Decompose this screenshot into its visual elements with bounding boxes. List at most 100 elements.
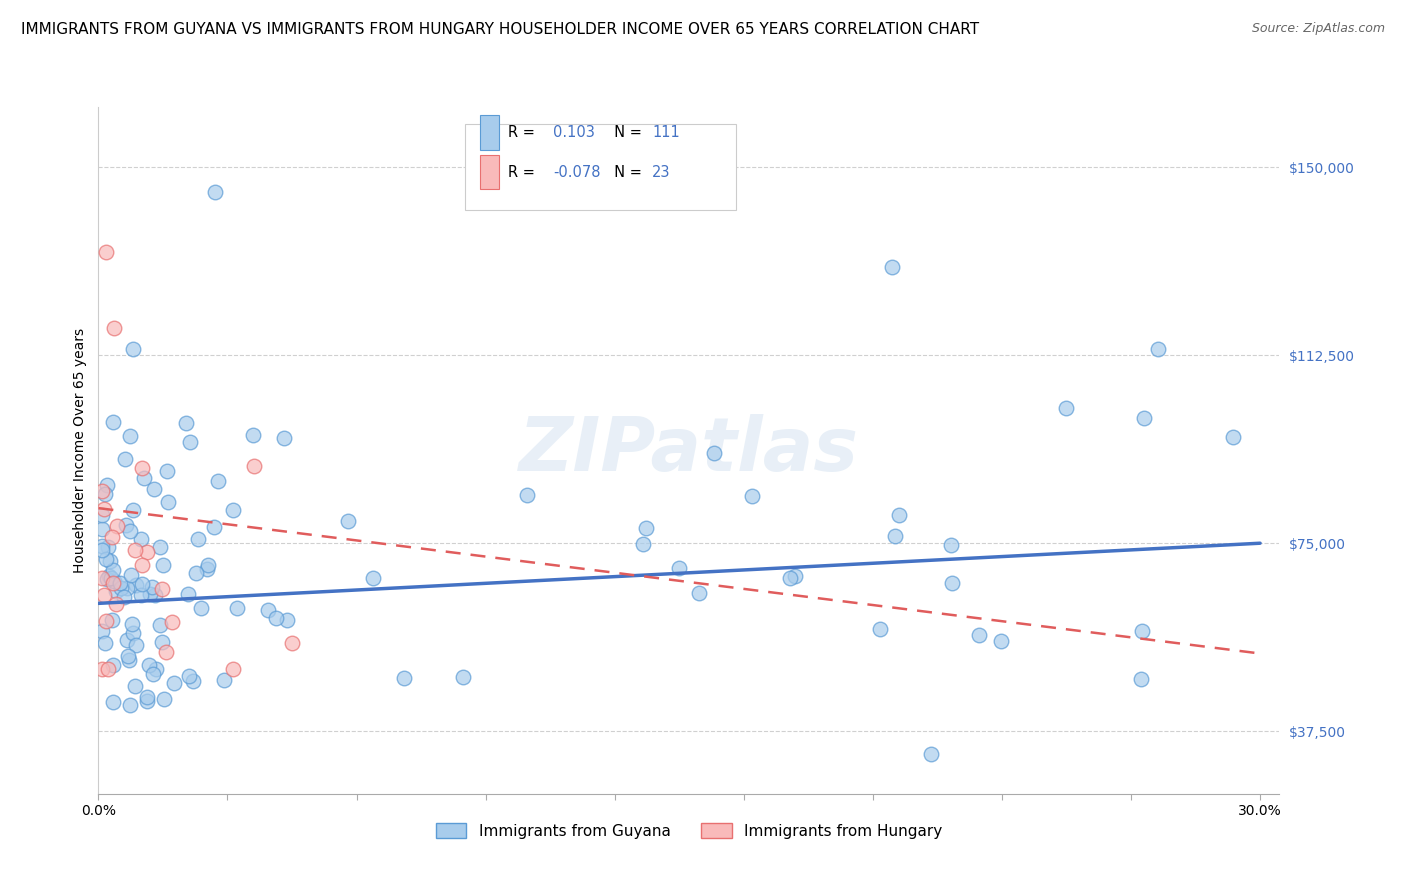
- Point: [1147, 342, 1170, 356]
- Point: [122, 503, 145, 517]
- Point: [131, 558, 153, 572]
- Point: [139, 587, 162, 601]
- Point: [98, 569, 121, 583]
- Point: [91, 571, 114, 585]
- Point: [150, 635, 173, 649]
- Point: [105, 597, 128, 611]
- Point: [149, 618, 172, 632]
- Point: [160, 615, 183, 629]
- Text: ZIPatlas: ZIPatlas: [519, 414, 859, 487]
- Point: [882, 260, 904, 275]
- Point: [103, 320, 125, 334]
- Y-axis label: Householder Income Over 65 years: Householder Income Over 65 years: [73, 328, 87, 573]
- Point: [190, 601, 212, 615]
- Point: [155, 645, 177, 659]
- Point: [96, 572, 118, 586]
- Point: [204, 186, 226, 200]
- Point: [101, 563, 124, 577]
- Point: [94, 636, 117, 650]
- Point: [741, 489, 763, 503]
- Point: [276, 613, 298, 627]
- Point: [122, 342, 145, 356]
- Point: [103, 574, 125, 589]
- Point: [97, 540, 120, 554]
- Text: 111: 111: [652, 125, 681, 140]
- Point: [100, 571, 122, 585]
- Point: [195, 561, 218, 575]
- Point: [451, 670, 474, 684]
- Point: [134, 471, 156, 485]
- Text: R =: R =: [508, 125, 540, 140]
- Point: [96, 477, 118, 491]
- Point: [887, 508, 910, 523]
- Point: [120, 568, 142, 582]
- Point: [153, 692, 176, 706]
- Point: [634, 520, 657, 534]
- Point: [883, 529, 905, 543]
- Point: [221, 661, 243, 675]
- Point: [141, 580, 163, 594]
- Point: [177, 668, 200, 682]
- Point: [118, 653, 141, 667]
- Point: [939, 538, 962, 552]
- Point: [1133, 410, 1156, 425]
- Point: [91, 539, 114, 553]
- Legend: Immigrants from Guyana, Immigrants from Hungary: Immigrants from Guyana, Immigrants from …: [430, 816, 948, 845]
- Point: [1056, 401, 1078, 415]
- Point: [96, 245, 118, 260]
- Point: [156, 494, 179, 508]
- Point: [990, 633, 1012, 648]
- Point: [1129, 672, 1152, 686]
- Point: [94, 487, 117, 501]
- Point: [94, 552, 117, 566]
- Point: [121, 617, 143, 632]
- Point: [783, 569, 806, 583]
- Point: [197, 558, 219, 572]
- Point: [91, 523, 114, 537]
- FancyBboxPatch shape: [479, 155, 499, 189]
- Point: [91, 542, 114, 557]
- Point: [101, 530, 124, 544]
- Point: [124, 679, 146, 693]
- Point: [118, 524, 141, 538]
- Point: [108, 575, 131, 590]
- Point: [96, 661, 118, 675]
- Point: [117, 648, 139, 663]
- Point: [281, 636, 304, 650]
- Point: [202, 520, 225, 534]
- Point: [118, 698, 141, 712]
- Point: [150, 582, 173, 596]
- Point: [149, 541, 172, 555]
- Point: [516, 488, 538, 502]
- Point: [91, 624, 114, 639]
- Point: [142, 666, 165, 681]
- Point: [242, 428, 264, 442]
- Point: [392, 671, 415, 685]
- Point: [184, 566, 207, 580]
- Point: [101, 613, 124, 627]
- Point: [120, 429, 142, 443]
- Point: [179, 434, 201, 449]
- Text: 0.103: 0.103: [553, 125, 595, 140]
- Point: [103, 575, 125, 590]
- Point: [920, 747, 942, 761]
- Point: [181, 674, 204, 689]
- Point: [145, 662, 167, 676]
- Point: [176, 587, 198, 601]
- Point: [94, 615, 117, 629]
- Point: [242, 458, 264, 473]
- Text: N =: N =: [605, 125, 647, 140]
- Point: [122, 625, 145, 640]
- Point: [104, 584, 127, 599]
- Point: [1130, 624, 1153, 639]
- Text: 23: 23: [652, 165, 671, 179]
- Text: IMMIGRANTS FROM GUYANA VS IMMIGRANTS FROM HUNGARY HOUSEHOLDER INCOME OVER 65 YEA: IMMIGRANTS FROM GUYANA VS IMMIGRANTS FRO…: [21, 22, 979, 37]
- Point: [101, 415, 124, 429]
- Point: [124, 577, 146, 591]
- Point: [101, 695, 124, 709]
- Point: [361, 571, 384, 585]
- Point: [138, 657, 160, 672]
- Text: -0.078: -0.078: [553, 165, 600, 179]
- Point: [631, 537, 654, 551]
- Text: R =: R =: [508, 165, 540, 179]
